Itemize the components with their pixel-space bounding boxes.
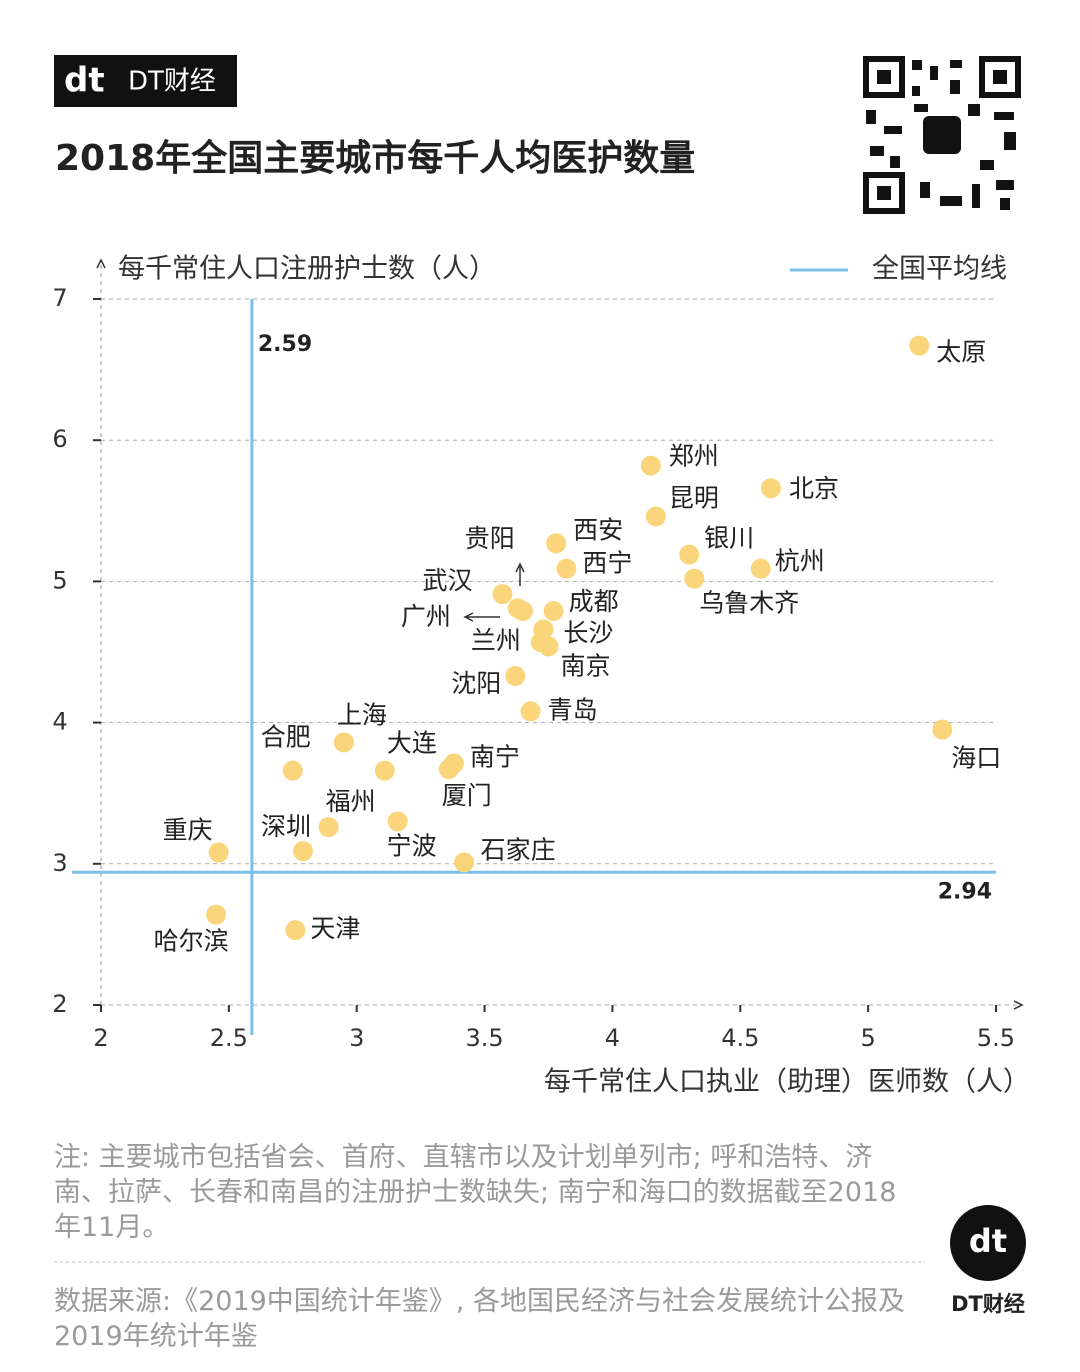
point xyxy=(760,478,781,499)
y-axis-arrow xyxy=(96,258,106,269)
point xyxy=(208,842,229,863)
x-tick-label: 3.5 xyxy=(465,1024,503,1052)
point-label: 长沙 xyxy=(563,618,613,647)
y-tick-label: 2 xyxy=(52,990,67,1018)
y-tick-label: 7 xyxy=(52,284,67,312)
point-label: 西安 xyxy=(573,515,623,544)
point xyxy=(520,701,541,722)
point-label: 哈尔滨 xyxy=(154,927,229,956)
notes: 注: 主要城市包括省会、首府、直辖市以及计划单列市; 呼和浩特、济南、拉萨、长春… xyxy=(54,1142,897,1243)
point xyxy=(318,817,339,838)
point xyxy=(505,666,526,687)
brand-mark-bottom: dt xyxy=(969,1222,1007,1260)
brand-mark: dt xyxy=(64,61,105,101)
point-label: 银川 xyxy=(704,524,754,553)
point-label: 郑州 xyxy=(669,442,719,471)
point-label: 杭州 xyxy=(775,547,825,576)
point-label: 贵阳 xyxy=(465,524,515,553)
x-tick-label: 2.5 xyxy=(210,1024,248,1052)
point-label: 厦门 xyxy=(442,781,492,810)
y-axis-title: 每千常住人口注册护士数（人） xyxy=(118,254,496,285)
point-label: 沈阳 xyxy=(451,669,501,698)
point xyxy=(374,760,395,781)
point-label: 成都 xyxy=(569,587,619,616)
x-tick-label: 3 xyxy=(349,1024,364,1052)
legend-label: 全国平均线 xyxy=(872,254,1007,285)
point-label: 福州 xyxy=(326,787,376,816)
point xyxy=(454,852,475,873)
y-tick-label: 3 xyxy=(52,849,67,877)
point xyxy=(387,811,408,832)
point xyxy=(206,904,227,925)
point xyxy=(293,841,314,862)
chart-title: 2018年全国主要城市每千人均医护数量 xyxy=(55,137,695,179)
leader-arrow xyxy=(463,612,500,622)
brand-badge xyxy=(54,55,237,107)
point xyxy=(909,335,930,356)
point xyxy=(438,759,459,780)
y-tick-label: 6 xyxy=(52,425,67,453)
point xyxy=(640,455,661,476)
point-label: 北京 xyxy=(789,474,839,503)
point xyxy=(556,558,577,579)
point-label: 大连 xyxy=(387,729,437,758)
brand-name-bottom: DT财经 xyxy=(951,1292,1025,1316)
point xyxy=(684,568,705,589)
point-label: 太原 xyxy=(936,338,986,367)
y-tick-label: 5 xyxy=(52,566,67,594)
x-axis-title: 每千常住人口执业（助理）医师数（人） xyxy=(544,1067,1030,1098)
leader-arrow xyxy=(515,562,525,586)
point-label: 石家庄 xyxy=(481,835,556,864)
point-label: 宁波 xyxy=(387,831,437,860)
point xyxy=(333,732,354,753)
point xyxy=(282,760,303,781)
point-label: 乌鲁木齐 xyxy=(699,589,799,618)
point xyxy=(543,601,564,622)
point xyxy=(750,558,771,579)
source: 数据来源:《2019中国统计年鉴》, 各地国民经济与社会发展统计公报及2019年… xyxy=(54,1286,905,1352)
point xyxy=(932,719,953,740)
point-label: 上海 xyxy=(337,700,387,729)
brand-circle xyxy=(950,1205,1026,1281)
point-label: 兰州 xyxy=(471,626,521,655)
point xyxy=(645,506,666,527)
point-label: 昆明 xyxy=(669,483,719,512)
point xyxy=(538,636,559,657)
point xyxy=(492,584,513,605)
x-tick-label: 5.5 xyxy=(977,1024,1015,1052)
reference-label-x: 2.59 xyxy=(258,332,312,357)
point-label: 海口 xyxy=(951,744,1001,773)
x-axis-arrow xyxy=(1013,1000,1024,1010)
reference-label-y: 2.94 xyxy=(938,879,992,904)
x-tick-label: 4 xyxy=(605,1024,620,1052)
point xyxy=(285,920,306,941)
point-label: 南京 xyxy=(560,651,610,680)
x-tick-label: 4.5 xyxy=(721,1024,759,1052)
point-label: 武汉 xyxy=(422,566,472,595)
point xyxy=(679,544,700,565)
x-tick-label: 2 xyxy=(93,1024,108,1052)
point-label: 南宁 xyxy=(470,743,520,772)
y-tick-label: 4 xyxy=(52,708,67,736)
x-tick-label: 5 xyxy=(861,1024,876,1052)
point xyxy=(546,533,567,554)
point-label: 深圳 xyxy=(261,812,311,841)
point-label: 广州 xyxy=(401,602,451,631)
point-label: 合肥 xyxy=(261,723,311,752)
brand-name: DT财经 xyxy=(128,67,216,97)
point xyxy=(512,601,533,622)
point-label: 重庆 xyxy=(163,816,213,845)
qr-code xyxy=(862,55,1022,215)
point-label: 青岛 xyxy=(548,695,598,724)
point-label: 西宁 xyxy=(582,549,632,578)
point-label: 天津 xyxy=(310,914,360,943)
